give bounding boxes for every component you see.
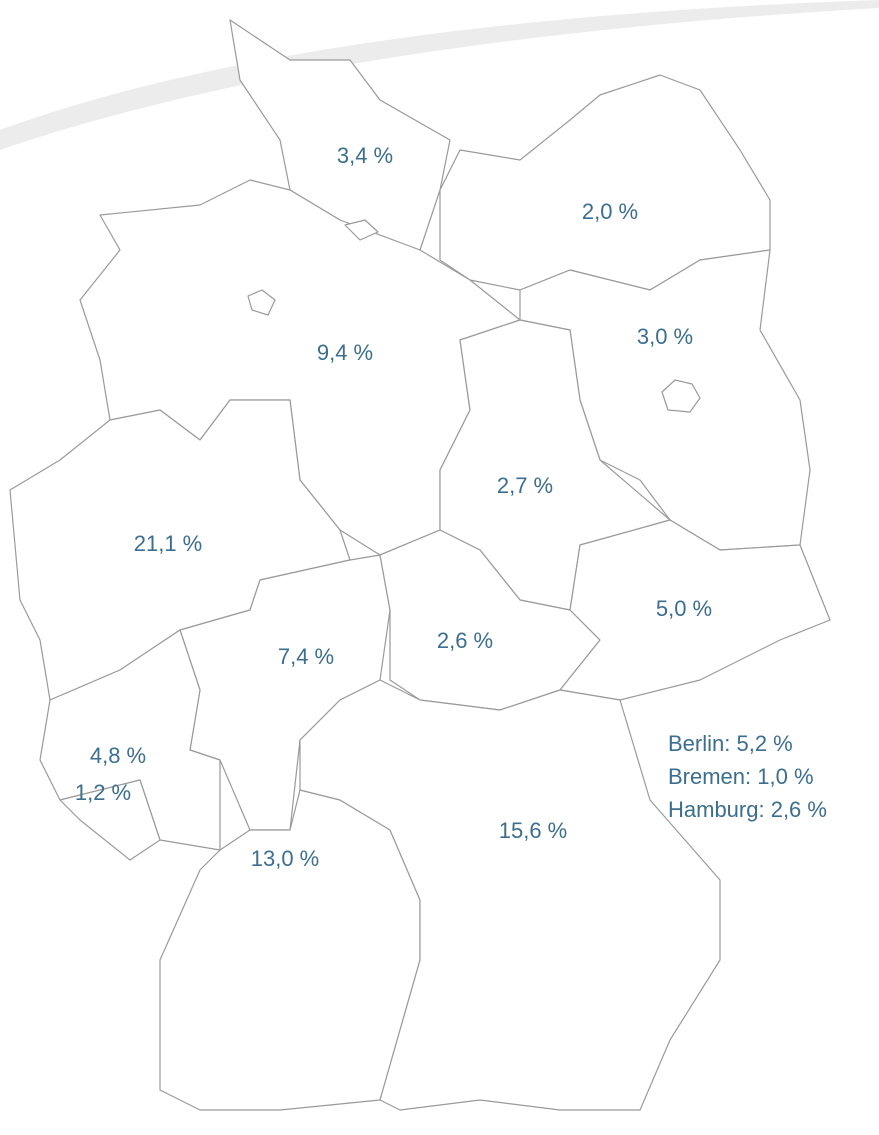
region-label: 2,6 % [437,628,493,653]
background-swoosh [0,0,879,150]
region-label: 13,0 % [251,846,320,871]
region-label: 4,8 % [90,743,146,768]
city-state-label: Hamburg: 2,6 % [668,797,827,822]
region-label: 1,2 % [75,780,131,805]
region-label: 3,0 % [637,324,693,349]
region-label: 2,7 % [497,473,553,498]
state-outlines [10,20,830,1110]
region-label: 15,6 % [499,818,568,843]
region-label: 9,4 % [317,340,373,365]
region-label: 2,0 % [582,199,638,224]
region-label: 7,4 % [278,644,334,669]
map: 3,4 % 2,0 % 9,4 % 3,0 % 2,7 % 21,1 % 5,0 % 7,4 … [0,0,879,1135]
page: {"regions": [ {"label": "3,4 %"}, {"labe… [0,0,879,1135]
region-label: 5,0 % [656,596,712,621]
city-state-label: Berlin: 5,2 % [668,731,793,756]
city-state-label: Bremen: 1,0 % [668,764,814,789]
region-label: 21,1 % [134,531,203,556]
region-label: 3,4 % [337,143,393,168]
